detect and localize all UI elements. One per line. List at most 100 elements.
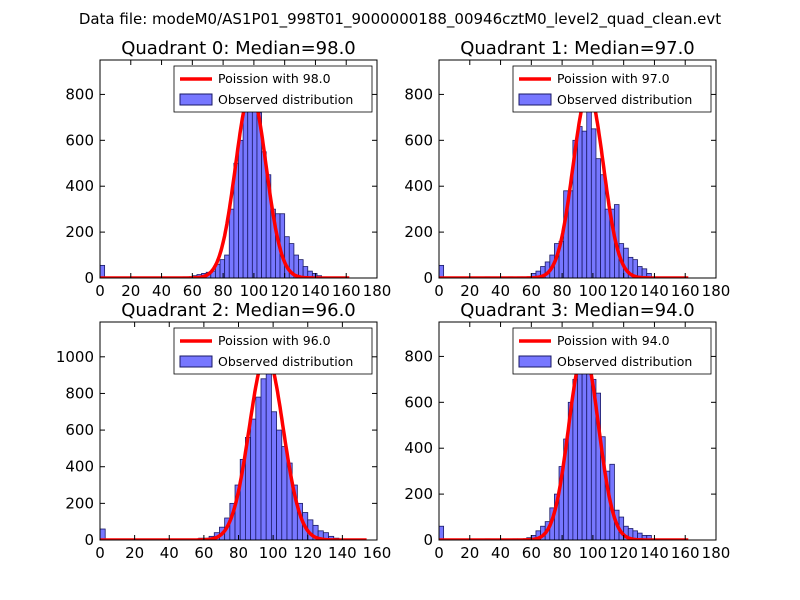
poisson-curve: [100, 90, 350, 278]
x-tick-label: 0: [95, 544, 105, 562]
histogram-bar: [255, 396, 262, 540]
histogram-bar: [581, 130, 588, 278]
y-tick-label: 600: [65, 421, 94, 439]
legend-histogram-label: Observed distribution: [557, 354, 692, 369]
y-tick-label: 600: [65, 131, 94, 149]
x-tick-label: 160: [332, 282, 361, 300]
quadrant-3-panel: Quadrant 3: Median=94.0 0 20 40 60 80 100 120 14…: [404, 300, 730, 562]
x-tick-label: 160: [671, 544, 700, 562]
histogram-bar: [439, 264, 445, 278]
y-tick-label: 0: [423, 531, 433, 549]
x-tick-label: 160: [671, 282, 700, 300]
y-tick-label: 800: [404, 85, 433, 103]
histogram-bar: [600, 174, 606, 278]
x-tick-label: 120: [293, 544, 322, 562]
x-tick-label: 140: [301, 282, 330, 300]
legend-histogram-swatch: [179, 355, 213, 368]
poisson-curve: [439, 349, 689, 540]
histogram-bar: [100, 528, 106, 540]
y-tick-label: 200: [65, 494, 94, 512]
y-tick-label: 400: [65, 177, 94, 195]
y-tick-label: 800: [65, 384, 94, 402]
x-tick-label: 100: [579, 544, 608, 562]
y-tick-label: 0: [423, 269, 433, 287]
legend-histogram-label: Observed distribution: [557, 92, 692, 107]
x-tick-label: 100: [579, 282, 608, 300]
legend-histogram-swatch: [518, 93, 552, 106]
histogram-bar: [250, 418, 257, 540]
legend-histogram-label: Observed distribution: [218, 92, 353, 107]
plot-area: [100, 338, 367, 540]
legend-poisson-label: Poission with 94.0: [557, 333, 670, 348]
legend-poisson-label: Poission with 97.0: [557, 71, 670, 86]
x-tick-label: 60: [522, 544, 541, 562]
histogram-bar: [572, 378, 578, 540]
axes-frame: [438, 59, 717, 279]
x-tick-label: 40: [491, 282, 510, 300]
histogram-bar: [260, 378, 267, 540]
x-tick-label: 140: [640, 544, 669, 562]
histogram-bar: [281, 446, 288, 540]
x-tick-label: 60: [522, 282, 541, 300]
y-tick-label: 600: [404, 393, 433, 411]
histogram-bar: [100, 264, 106, 278]
legend: Poission with 97.0 Observed distribution: [512, 65, 712, 113]
quadrant-1-title: Quadrant 1: Median=97.0: [460, 38, 695, 59]
histogram-bar: [224, 254, 230, 278]
histogram-bar: [439, 525, 445, 540]
axes-frame: [99, 59, 378, 279]
y-tick-label: 200: [404, 223, 433, 241]
y-tick-label: 800: [65, 85, 94, 103]
y-tick-label: 600: [404, 131, 433, 149]
x-tick-label: 0: [434, 282, 444, 300]
histogram-bar: [228, 208, 235, 278]
x-tick-label: 120: [270, 282, 299, 300]
y-tick-label: 200: [404, 485, 433, 503]
x-tick-label: 40: [491, 544, 510, 562]
x-tick-label: 80: [229, 544, 248, 562]
legend: Poission with 98.0 Observed distribution: [173, 65, 373, 113]
quadrant-3-title: Quadrant 3: Median=94.0: [460, 300, 695, 321]
x-tick-label: 80: [553, 544, 572, 562]
histogram-bar: [577, 126, 583, 278]
y-tick-label: 0: [84, 531, 94, 549]
y-tick-label: 0: [84, 269, 94, 287]
y-tick-label: 200: [65, 223, 94, 241]
x-tick-label: 60: [194, 544, 213, 562]
axes-frame: [438, 321, 717, 541]
legend-histogram-swatch: [179, 93, 213, 106]
x-tick-label: 40: [152, 282, 171, 300]
x-tick-label: 120: [609, 544, 638, 562]
poisson-curve: [100, 353, 367, 540]
y-tick-label: 400: [65, 458, 94, 476]
histogram-bar: [276, 429, 283, 540]
histogram-bar: [247, 94, 253, 278]
y-tick-label: 800: [404, 347, 433, 365]
legend: Poission with 94.0 Observed distribution: [512, 327, 712, 375]
histogram-bar: [219, 259, 226, 278]
histogram-bar: [242, 94, 249, 278]
quadrant-2-title: Quadrant 2: Median=96.0: [121, 300, 356, 321]
y-tick-label: 400: [404, 177, 433, 195]
x-tick-label: 20: [460, 282, 479, 300]
x-tick-label: 120: [609, 282, 638, 300]
legend: Poission with 96.0 Observed distribution: [173, 327, 373, 375]
histogram-bar: [595, 158, 601, 278]
x-tick-label: 140: [328, 544, 357, 562]
x-tick-label: 160: [363, 544, 392, 562]
quadrant-0-title: Quadrant 0: Median=98.0: [121, 38, 356, 59]
x-tick-label: 80: [553, 282, 572, 300]
x-tick-label: 40: [160, 544, 179, 562]
x-tick-label: 100: [240, 282, 269, 300]
legend-histogram-swatch: [518, 355, 552, 368]
histogram-bar: [604, 208, 611, 278]
x-tick-label: 180: [702, 282, 731, 300]
x-tick-label: 0: [95, 282, 105, 300]
x-tick-label: 80: [214, 282, 233, 300]
x-tick-label: 180: [702, 544, 731, 562]
y-tick-label: 1000: [56, 348, 94, 366]
x-tick-label: 0: [434, 544, 444, 562]
x-tick-label: 140: [640, 282, 669, 300]
legend-histogram-label: Observed distribution: [218, 354, 353, 369]
histogram-bar: [590, 128, 597, 278]
